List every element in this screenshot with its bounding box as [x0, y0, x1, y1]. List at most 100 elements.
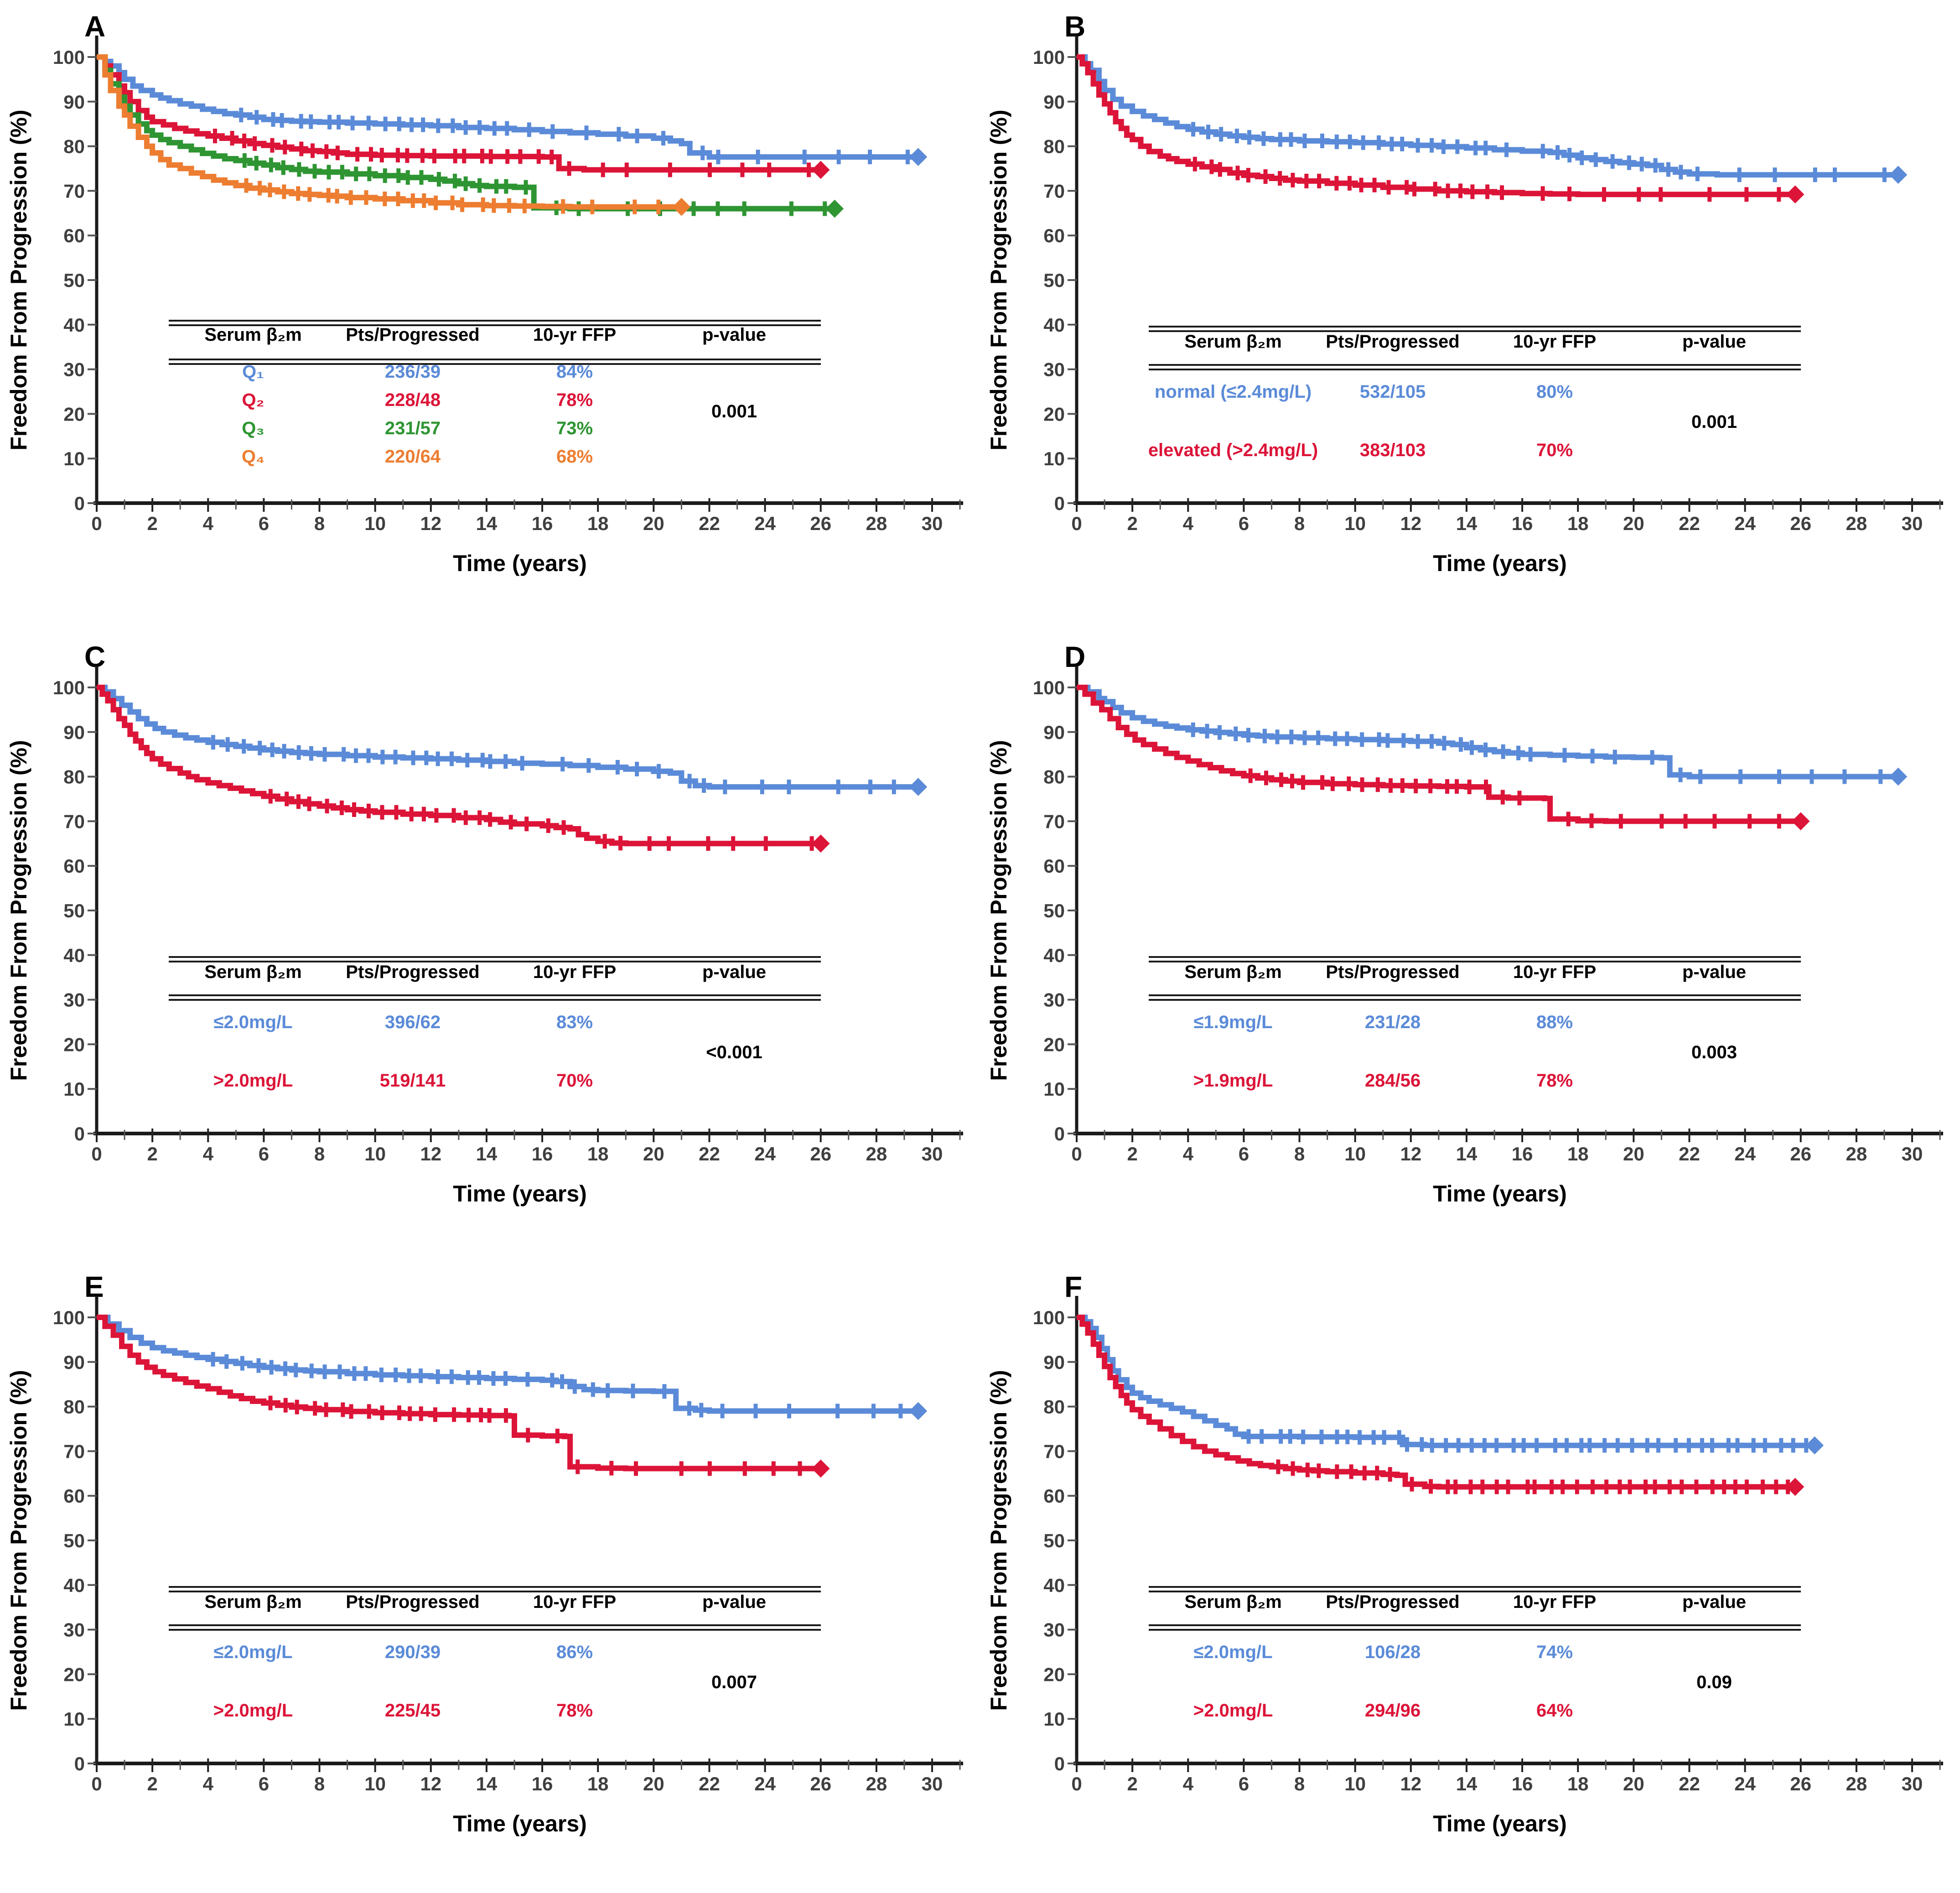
curve-end-marker: [1889, 767, 1908, 786]
x-tick-label: 2: [1127, 513, 1137, 534]
curve-end-marker: [672, 198, 691, 216]
km-step-path: [97, 54, 835, 212]
y-tick-label: 70: [63, 180, 85, 202]
x-tick-label: 4: [1183, 513, 1194, 534]
panel-label-E: E: [84, 1270, 104, 1303]
table-header: Pts/Progressed: [1326, 332, 1459, 352]
y-tick-label: 100: [1033, 1307, 1065, 1328]
panel-B: B 0 10 20 30 40 50 60 70 80 90 100 0 2 4 6 8 10 12 14 16 18 20…: [980, 0, 1960, 630]
y-tick-label: 90: [1043, 91, 1065, 113]
x-axis-title: Time (years): [453, 1811, 587, 1836]
y-tick-label: 10: [1043, 1078, 1065, 1100]
curve-end-marker: [1786, 1478, 1804, 1496]
x-tick-label: 16: [532, 1143, 553, 1165]
km-curve-le2.0: [97, 1315, 928, 1420]
x-tick-label: 26: [1790, 513, 1811, 534]
x-tick-label: 22: [699, 1773, 720, 1794]
x-tick-label: 30: [922, 1773, 943, 1794]
table-header: 10-yr FFP: [533, 1592, 616, 1612]
table-cell-pts: 231/57: [385, 418, 441, 438]
table-header: p-value: [1682, 962, 1746, 982]
table-cell-ffp: 74%: [1536, 1642, 1573, 1662]
table-header: p-value: [702, 1592, 766, 1612]
y-tick-label: 60: [63, 855, 85, 877]
y-tick-label: 80: [1043, 136, 1065, 157]
x-tick-label: 0: [91, 1143, 102, 1165]
table-cell-pts: 383/103: [1360, 440, 1426, 460]
y-tick-label: 50: [1043, 270, 1065, 291]
table-header: p-value: [702, 962, 766, 982]
y-tick-label: 10: [1043, 448, 1065, 469]
y-tick-label: 60: [1043, 225, 1065, 246]
table-cell-group: >2.0mg/L: [1193, 1701, 1273, 1721]
x-tick-label: 24: [754, 1143, 776, 1165]
y-tick-label: 30: [63, 359, 85, 380]
y-tick-label: 20: [63, 1034, 85, 1055]
x-tick-label: 2: [147, 513, 157, 534]
table-cell-ffp: 78%: [1536, 1071, 1573, 1091]
table-header: Serum β₂m: [1184, 962, 1281, 982]
y-tick-label: 40: [63, 1575, 85, 1596]
x-axis-title: Time (years): [453, 551, 587, 576]
x-tick-label: 26: [1790, 1773, 1811, 1794]
x-tick-label: 4: [1183, 1143, 1194, 1165]
y-tick-label: 80: [1043, 1396, 1065, 1418]
y-tick-label: 20: [1043, 1034, 1065, 1055]
x-tick-label: 18: [587, 1773, 609, 1794]
table-cell-ffp: 78%: [556, 1701, 593, 1721]
y-tick-label: 0: [1054, 1123, 1065, 1144]
km-curve-le2.0: [97, 684, 928, 796]
curve-end-marker: [909, 1402, 928, 1420]
table-cell-ffp: 84%: [556, 362, 593, 382]
table-cell-pts: 236/39: [385, 362, 441, 382]
x-tick-label: 28: [866, 513, 887, 534]
x-tick-label: 20: [1623, 1773, 1644, 1794]
table-header: Serum β₂m: [204, 962, 301, 982]
table-header: Serum β₂m: [204, 1592, 301, 1612]
panel-label-B: B: [1064, 10, 1085, 43]
table-header: Pts/Progressed: [346, 325, 479, 345]
table-cell-group: >1.9mg/L: [1193, 1071, 1273, 1091]
x-tick-label: 8: [314, 1143, 325, 1165]
y-tick-label: 40: [63, 314, 85, 336]
table-cell-ffp: 80%: [1536, 382, 1573, 402]
y-tick-label: 100: [53, 677, 85, 698]
y-tick-label: 50: [63, 900, 85, 921]
panel-label-C: C: [84, 640, 105, 673]
y-axis-title: Freedom From Progression (%): [6, 740, 31, 1081]
x-tick-label: 14: [476, 1143, 498, 1165]
panel-D: D 0 10 20 30 40 50 60 70 80 90 100 0 2 4 6 8 10 12 14 16 18 20…: [980, 630, 1960, 1261]
y-tick-label: 50: [63, 1530, 85, 1551]
x-tick-label: 26: [1790, 1143, 1811, 1165]
km-step-path: [97, 684, 821, 846]
x-tick-label: 8: [1294, 1143, 1305, 1165]
x-tick-label: 0: [1071, 1773, 1082, 1794]
x-tick-label: 28: [1846, 1773, 1867, 1794]
x-tick-label: 8: [1294, 1773, 1305, 1794]
x-tick-label: 24: [754, 513, 776, 534]
curve-end-marker: [811, 1460, 830, 1478]
km-curve-gt1.9: [1077, 684, 1810, 830]
table-cell-pts: 220/64: [385, 447, 441, 467]
panel-F: F 0 10 20 30 40 50 60 70 80 90 100 0 2 4 6 8 10 12 14 16 18 20…: [980, 1260, 1960, 1891]
y-tick-label: 60: [63, 225, 85, 246]
y-tick-label: 80: [63, 766, 85, 787]
km-step-path: [1077, 1315, 1815, 1449]
x-tick-label: 0: [91, 513, 102, 534]
x-tick-label: 14: [1456, 1143, 1478, 1165]
table-cell-group: ≤2.0mg/L: [1193, 1642, 1272, 1662]
y-tick-label: 90: [63, 91, 85, 113]
y-tick-label: 10: [63, 1078, 85, 1100]
x-tick-label: 2: [1127, 1143, 1137, 1165]
x-tick-label: 0: [1071, 513, 1082, 534]
x-tick-label: 20: [643, 513, 664, 534]
x-tick-label: 14: [1456, 1773, 1478, 1794]
x-tick-label: 4: [203, 513, 214, 534]
y-tick-label: 20: [1043, 403, 1065, 425]
x-tick-label: 12: [420, 1143, 441, 1165]
y-tick-label: 30: [1043, 1619, 1065, 1641]
table-cell-ffp: 88%: [1536, 1012, 1573, 1032]
x-tick-label: 28: [866, 1773, 887, 1794]
